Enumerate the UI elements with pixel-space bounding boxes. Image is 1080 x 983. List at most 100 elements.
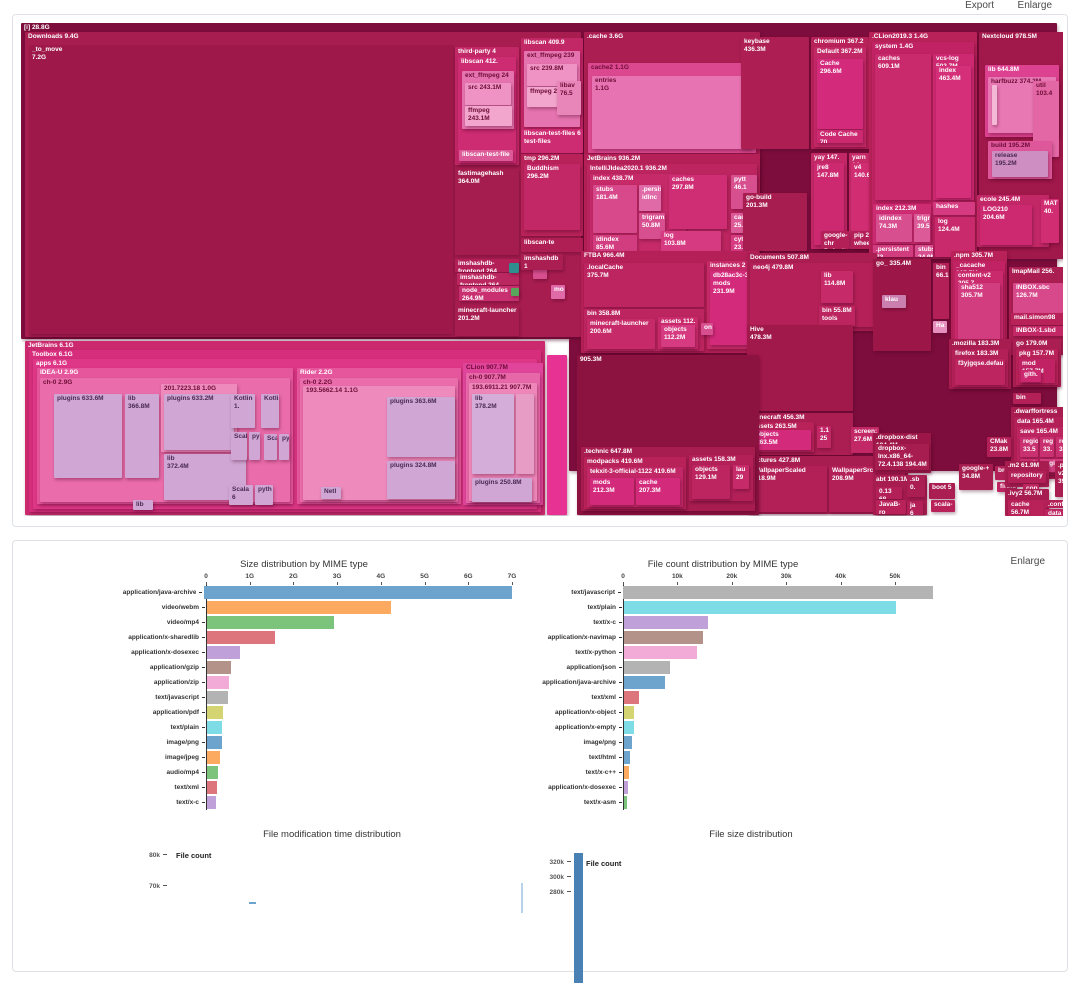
treemap-node[interactable]: gith. xyxy=(1021,370,1041,382)
treemap-node[interactable]: plugins 633.2M xyxy=(164,394,234,450)
treemap-node[interactable]: 0.13 68. xyxy=(876,487,902,499)
treemap-node[interactable] xyxy=(547,355,567,515)
treemap-node[interactable]: hashes xyxy=(933,202,975,215)
treemap-node[interactable]: .conf xyxy=(1045,500,1063,508)
treemap-node[interactable]: .persis idInc xyxy=(639,185,661,211)
treemap-node[interactable]: reg 33. xyxy=(1040,437,1054,457)
treemap-node[interactable]: dropbox-lnx.x86_64-72.4.138 194.4M xyxy=(875,444,929,470)
treemap-node[interactable]: libscan-test-files 6 test-files xyxy=(521,129,583,153)
treemap-node[interactable]: INBOX-1.sbd xyxy=(1013,326,1063,336)
treemap-node[interactable]: Code Cache 70. xyxy=(817,130,863,143)
treemap-node[interactable]: mods 212.3M xyxy=(590,478,634,505)
treemap-node[interactable]: cache 207.3M xyxy=(636,478,680,505)
enlarge-treemap-button[interactable]: Enlarge xyxy=(1017,0,1052,11)
treemap-node[interactable]: index 463.4M xyxy=(936,66,971,198)
treemap-node[interactable]: node_modules 264.9M xyxy=(459,286,519,301)
treemap-node[interactable]: mo xyxy=(551,285,565,299)
treemap-node[interactable]: go-build 201.3M xyxy=(743,193,807,251)
treemap-node[interactable]: src 243.1M xyxy=(465,83,511,105)
treemap-node[interactable]: libscan-test-file xyxy=(459,150,513,161)
treemap-node[interactable] xyxy=(992,85,997,125)
treemap-node[interactable]: neo4j 479.8M xyxy=(750,263,874,327)
treemap-node[interactable]: log 124.4M xyxy=(935,217,975,257)
treemap-node[interactable]: f3yjgqse.defau xyxy=(955,359,1005,385)
treemap-node[interactable]: repository xyxy=(1008,471,1046,483)
treemap-node[interactable] xyxy=(511,288,519,296)
treemap-node[interactable]: entries 1.1G xyxy=(592,76,752,149)
treemap-node[interactable]: bin xyxy=(1013,393,1041,404)
treemap-node[interactable]: plugins 324.8M xyxy=(387,461,455,499)
treemap-node[interactable]: db28ac3c-3 mods 231.9M xyxy=(710,271,754,345)
treemap-node[interactable]: minecraft-launcher 200.6M xyxy=(587,319,655,349)
treemap-node[interactable]: objects 263.5M xyxy=(753,430,811,450)
treemap-node[interactable]: scala- xyxy=(931,500,955,512)
treemap-node[interactable]: imshashdb-frontend 264. xyxy=(455,259,519,272)
treemap-node[interactable]: google-+ 34.8M xyxy=(959,464,993,490)
treemap-node[interactable]: py xyxy=(279,434,289,460)
treemap-node[interactable]: lib 366.8M xyxy=(125,394,159,478)
treemap-node[interactable]: CMak 23.8M xyxy=(987,437,1011,457)
export-button[interactable]: Export xyxy=(965,0,994,11)
treemap-node[interactable]: con xyxy=(1023,484,1039,492)
treemap-node[interactable]: .localCache 375.7M xyxy=(584,263,704,307)
treemap-node[interactable]: minecraft-launcher 201.2M xyxy=(455,306,519,336)
treemap-node[interactable]: WallpaperScaled 218.9M xyxy=(751,466,827,512)
treemap-node[interactable] xyxy=(516,394,534,474)
treemap-node[interactable]: Kotlin xyxy=(261,394,279,428)
treemap-node[interactable]: trigram 39.5M xyxy=(914,214,930,242)
treemap-node[interactable]: libscan-te xyxy=(521,238,583,252)
treemap-node[interactable]: lib xyxy=(133,500,153,510)
treemap-node[interactable]: release 195.2M xyxy=(992,151,1048,177)
treemap-node[interactable]: data xyxy=(1045,509,1063,516)
treemap-node[interactable]: google-chr Default xyxy=(821,231,849,249)
treemap-node[interactable]: Netl xyxy=(321,487,341,499)
treemap-node[interactable]: LOG210 204.6M xyxy=(980,205,1032,245)
treemap-node[interactable] xyxy=(509,263,519,273)
treemap-node[interactable]: stubs 24.9M xyxy=(915,245,933,257)
treemap-node[interactable]: objects 112.2M xyxy=(661,325,695,347)
treemap-node[interactable]: objects 129.1M xyxy=(692,465,730,499)
treemap-node[interactable]: klau xyxy=(882,295,906,308)
treemap-node[interactable]: mail.simon98 xyxy=(1011,313,1063,325)
treemap-node[interactable]: .sb 0. xyxy=(907,475,925,497)
treemap-node[interactable]: Buddhism 296.2M xyxy=(524,164,580,230)
treemap-node[interactable]: lau 29 xyxy=(733,465,749,489)
treemap-node[interactable]: trigram.i 50.8M xyxy=(639,213,665,239)
treemap-node[interactable]: v4 140.6M xyxy=(851,163,873,245)
treemap-node[interactable]: libav 76.5 xyxy=(557,81,581,115)
treemap-node[interactable]: py xyxy=(249,432,260,460)
treemap-node[interactable]: idindex 74.3M xyxy=(876,214,912,242)
treemap-node[interactable]: Scala 6 xyxy=(229,485,253,505)
treemap-node[interactable]: plugins 250.8M xyxy=(472,478,532,502)
treemap-node[interactable]: regio 33.5 xyxy=(1020,437,1038,457)
treemap-node[interactable]: _to_move 7.2G xyxy=(29,45,453,334)
treemap-node[interactable]: pyth xyxy=(255,485,273,505)
treemap-node[interactable]: .persistent 73. xyxy=(873,245,913,257)
treemap-node[interactable]: regi 32.1 xyxy=(1056,437,1063,457)
treemap-node[interactable]: 1.1 25 xyxy=(817,426,831,448)
treemap-node[interactable]: fastimagehash 364.0M xyxy=(455,169,519,255)
treemap-node[interactable]: Scal xyxy=(231,432,247,460)
treemap-node[interactable]: ja 6 xyxy=(907,501,923,515)
treemap-node[interactable]: Sca xyxy=(264,434,277,460)
treemap-node[interactable]: .pkg- v2.6 39.6 xyxy=(1055,461,1063,497)
treemap-node[interactable]: boot 5 xyxy=(929,483,955,499)
treemap-node[interactable]: stubs 181.4M xyxy=(593,185,637,233)
treemap-node[interactable]: caches 297.8M xyxy=(669,175,727,229)
treemap-node[interactable]: plugins 363.6M xyxy=(387,397,455,457)
treemap-node[interactable]: Hive 478.3M xyxy=(747,325,853,411)
treemap-node[interactable]: bin 66.1 xyxy=(933,263,949,319)
treemap-node[interactable]: JavaB-ro 68.1M xyxy=(876,500,906,514)
enlarge-charts-button[interactable]: Enlarge xyxy=(1005,555,1051,568)
treemap-node[interactable]: src 239.8M xyxy=(527,64,577,86)
treemap-node[interactable]: on xyxy=(701,323,713,335)
treemap-node[interactable]: idindex 85.6M xyxy=(593,235,637,255)
treemap-node[interactable]: lib 114.8M xyxy=(821,271,853,303)
treemap-node[interactable]: keybase 436.3M xyxy=(741,37,809,149)
treemap-node[interactable]: plugins 633.6M xyxy=(54,394,122,478)
treemap[interactable]: [i] 28.8G Downloads 9.4G _to_move 7.2G thir… xyxy=(21,23,1063,516)
treemap-node[interactable]: MAT 40. xyxy=(1041,199,1059,243)
treemap-node[interactable]: cache 56.7M xyxy=(1008,500,1046,516)
treemap-node[interactable]: Cache 296.6M xyxy=(817,59,863,129)
treemap-node[interactable]: Ha xyxy=(933,321,947,333)
